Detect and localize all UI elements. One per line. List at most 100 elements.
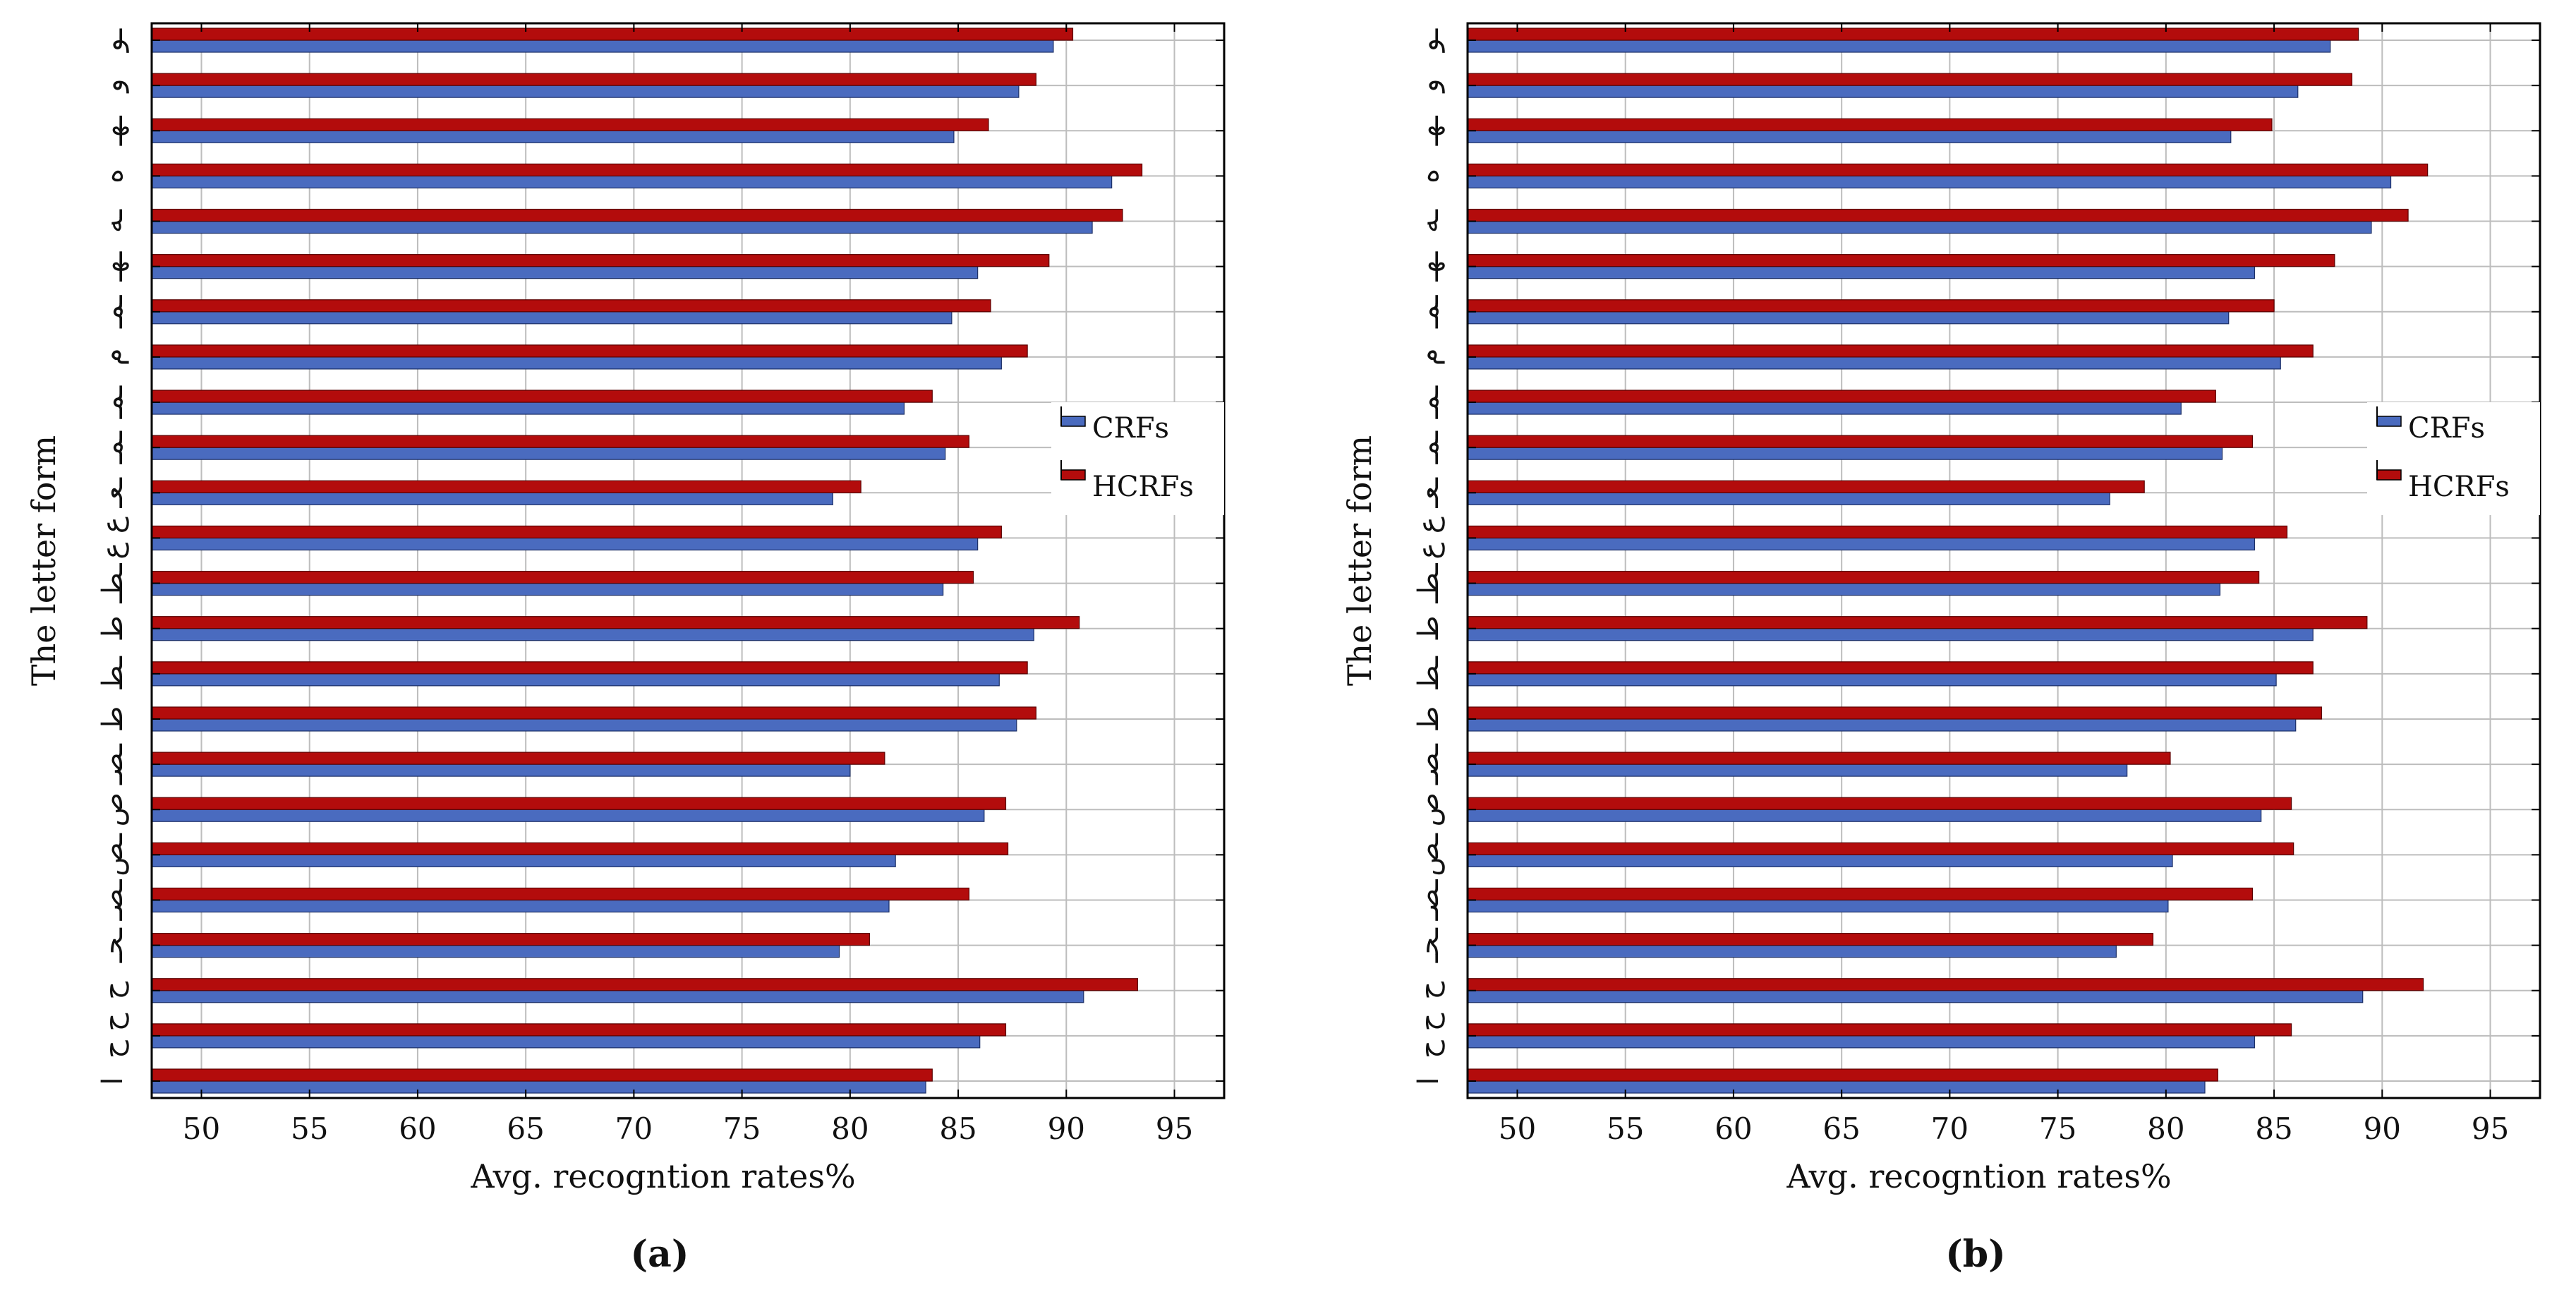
x-tick-label: 50 [183,1111,220,1146]
x-tick-label: 85 [2255,1111,2292,1146]
bar-crfs [151,854,896,867]
legend-label-crfs: CRFs [2408,412,2485,445]
x-tick-label: 85 [939,1111,976,1146]
y-category-label: ـص [1413,833,1445,876]
bar-hcrfs [151,28,1074,41]
bar-hcrfs [1467,933,2154,946]
y-category-label: ـحـ [1413,927,1445,964]
bar-crfs [1467,402,2182,415]
bar-crfs [1467,492,2110,505]
legend-swatch-crfs [1060,416,1086,427]
y-axis-label: The letter form [1341,435,1379,686]
y-category-label: ـطـ [1413,562,1445,604]
bar-crfs [1467,356,2281,370]
y-category-label: و [1413,78,1445,93]
bar-crfs [1467,628,2314,641]
y-category-label: ـمـ [97,430,129,465]
y-category-label: ص [1413,792,1445,826]
y-category-label: ع ع [1413,517,1445,560]
bar-hcrfs [1467,978,2424,991]
y-category-label: ـط [1413,656,1445,692]
legend-label-hcrfs: HCRFs [1092,471,1194,503]
bar-crfs [1467,130,2232,143]
bar-hcrfs [1467,570,2260,584]
bar-crfs [151,945,840,958]
legend: CRFs HCRFs [2367,402,2540,515]
x-tick-label: 70 [1931,1111,1969,1146]
legend-label-hcrfs: HCRFs [2408,471,2510,503]
bar-crfs [151,402,905,415]
bar-crfs [1467,537,2256,551]
y-category-label: ـمـ [97,294,129,329]
bar-hcrfs [151,163,1143,176]
x-tick-label: 90 [1048,1111,1085,1146]
x-tick-label: 80 [2147,1111,2184,1146]
bar-crfs [1467,718,2297,732]
bar-crfs [1467,1035,2256,1049]
bar-crfs [151,718,1017,732]
y-category-label: ه [1413,169,1445,183]
y-category-label: ـهـ [97,115,129,146]
y-category-label: ـمـ [1413,294,1445,329]
bar-hcrfs [1467,797,2292,810]
bar-hcrfs [1467,661,2314,675]
bar-hcrfs [151,208,1123,222]
bar-hcrfs [1467,73,2352,86]
x-tick-label: 55 [1607,1111,1644,1146]
y-category-label: ـو [1413,28,1445,54]
x-tick-label: 55 [291,1111,328,1146]
bar-hcrfs [151,435,969,448]
x-tick-label: 95 [1156,1111,1193,1146]
bar-crfs [151,537,979,551]
panel-label: (b) [1945,1233,2006,1276]
bar-crfs [1467,945,2117,958]
y-category-label: ـهـ [97,251,129,282]
bar-crfs [151,447,946,460]
bar-crfs [151,492,833,505]
bar-hcrfs [151,661,1028,675]
y-axis-label: The letter form [25,435,63,686]
y-category-label: ـمـ [1413,385,1445,419]
bar-hcrfs [1467,118,2273,131]
bar-crfs [151,628,1034,641]
bar-crfs [1467,311,2230,325]
bar-hcrfs [151,797,1007,810]
plot-frame [1466,22,2541,1099]
bar-crfs [151,1035,981,1049]
bar-crfs [151,220,1093,234]
y-category-label: و [97,78,129,93]
x-tick-label: 90 [2364,1111,2401,1146]
bar-hcrfs [1467,1023,2292,1037]
bar-crfs [151,582,944,596]
y-category-label: ه [97,169,129,183]
bar-hcrfs [151,887,969,901]
y-category-label: ـطـ [97,562,129,604]
bar-hcrfs [151,254,1050,267]
y-category-label: م [97,349,129,366]
bar-crfs [1467,673,2277,687]
y-category-label: ـمـ [97,385,129,419]
x-tick-label: 75 [2039,1111,2076,1146]
y-category-label: ـهـ [1413,251,1445,282]
panel-label: (a) [631,1233,689,1276]
y-category-label: ـط [97,656,129,692]
bar-crfs [1467,990,2364,1003]
legend: CRFs HCRFs [1051,402,1224,515]
bar-crfs [1467,809,2262,822]
y-category-label: ا [97,1077,129,1085]
bar-crfs [151,130,955,143]
x-tick-label: 95 [2472,1111,2509,1146]
plot-frame [150,22,1226,1099]
legend-swatch-hcrfs [1060,469,1086,481]
bar-crfs [151,764,851,777]
y-category-label: ـو [97,28,129,54]
y-category-label: ح [97,982,129,1000]
bar-crfs [151,1080,926,1094]
bar-hcrfs [151,978,1139,991]
bar-hcrfs [151,616,1080,629]
x-tick-label: 80 [831,1111,869,1146]
y-category-label: ط [97,615,129,641]
